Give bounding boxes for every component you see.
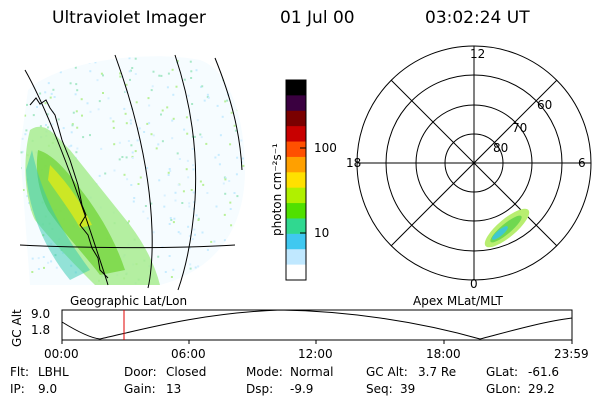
mode-value: Normal <box>290 365 334 379</box>
altitude-xtick: 06:00 <box>171 347 206 361</box>
colorbar-segment <box>286 156 306 173</box>
aurora-edge <box>26 150 90 280</box>
polar-plot <box>356 45 592 281</box>
colorbar-tick-100: 100 <box>314 141 337 155</box>
colorbar-segment <box>286 264 306 281</box>
gcalt-value: 3.7 Re <box>418 365 457 379</box>
colorbar-tick-10: 10 <box>314 226 330 240</box>
glat-label: GLat: <box>486 365 519 379</box>
gain-label: Gain: <box>124 382 156 396</box>
mlt-label-0: 0 <box>470 277 478 291</box>
mode-label: Mode: <box>246 365 283 379</box>
altitude-xtick: 12:00 <box>298 347 333 361</box>
altitude-xtick: 18:00 <box>426 347 461 361</box>
mlat-label-80: 80 <box>493 141 509 155</box>
glon-value: 29.2 <box>528 382 555 396</box>
mlat-label-60: 60 <box>537 98 553 112</box>
glon-label: GLon: <box>486 382 521 396</box>
colorbar-segment <box>286 126 306 143</box>
glat-value: -61.6 <box>528 365 560 379</box>
altitude-plot <box>61 309 573 344</box>
altitude-xtick: 23:59 <box>554 347 589 361</box>
gain-value: 13 <box>166 382 182 396</box>
time-display: 03:02:24 UT <box>425 8 530 28</box>
flt-label: Flt: <box>10 365 29 379</box>
ip-value: 9.0 <box>38 382 58 396</box>
polar-caption: Apex MLat/MLT <box>413 294 503 308</box>
app-title: Ultraviolet Imager <box>52 8 206 28</box>
altitude-ytick-min: 1.8 <box>31 323 51 337</box>
colorbar-unit-label: photon cm⁻²s⁻¹ <box>270 143 284 236</box>
colorbar-segment <box>286 141 306 158</box>
ip-label: IP: <box>10 382 25 396</box>
mlt-label-18: 18 <box>346 156 362 170</box>
seq-value: 39 <box>400 382 416 396</box>
coastline <box>29 97 109 279</box>
dsp-label: Dsp: <box>246 382 274 396</box>
colorbar-segment <box>286 172 306 189</box>
colorbar-segment <box>286 187 306 204</box>
colorbar-segment <box>286 233 306 250</box>
flt-value: LBHL <box>38 365 69 379</box>
mlt-label-12: 12 <box>470 47 486 61</box>
aurora-core <box>48 165 92 228</box>
colorbar <box>285 79 307 281</box>
door-label: Door: <box>124 365 157 379</box>
colorbar-segment <box>286 249 306 266</box>
dsp-value: -9.9 <box>290 382 314 396</box>
colorbar-segment <box>286 80 306 96</box>
colorbar-segment <box>286 110 306 127</box>
polar-aurora <box>484 208 530 248</box>
geographic-caption: Geographic Lat/Lon <box>70 294 188 308</box>
mlat-label-70: 70 <box>512 121 528 135</box>
altitude-ytick-max: 9.0 <box>31 307 51 321</box>
geographic-image-panel <box>19 54 245 291</box>
colorbar-segment <box>286 218 306 235</box>
mlt-label-6: 6 <box>578 156 586 170</box>
colorbar-segment <box>286 203 306 219</box>
altitude-xtick: 00:00 <box>44 347 79 361</box>
gcalt-label: GC Alt: <box>366 365 408 379</box>
door-value: Closed <box>166 365 207 379</box>
seq-label: Seq: <box>366 382 393 396</box>
colorbar-segment <box>286 95 306 112</box>
altitude-ylabel: GC Alt <box>10 309 24 347</box>
date-display: 01 Jul 00 <box>280 8 355 28</box>
